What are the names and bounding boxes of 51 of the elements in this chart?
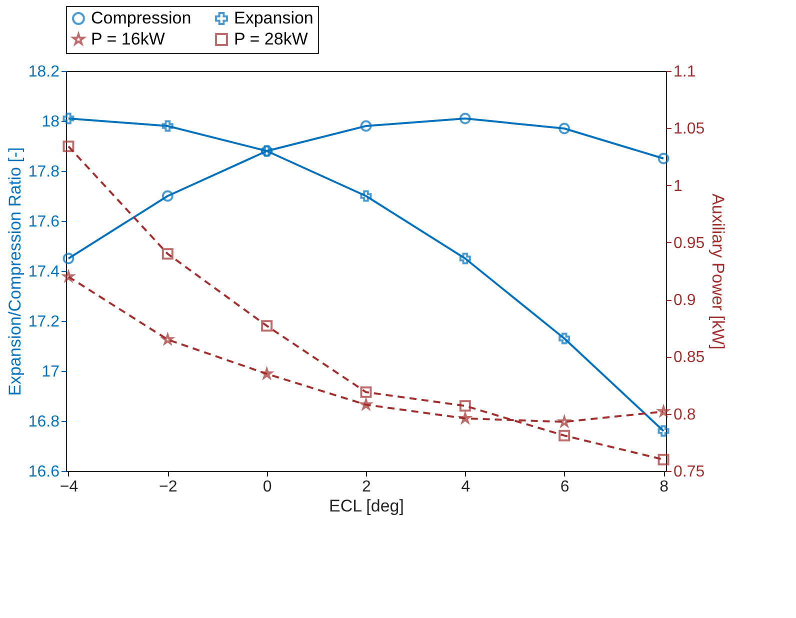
y2-tick-label: 1.05	[674, 120, 705, 138]
y-tick-label: 17.6	[28, 214, 60, 230]
y-axis-title: Expansion/Compression Ratio [-]	[5, 147, 24, 396]
x-tick-label: 6	[560, 478, 570, 496]
point	[558, 332, 570, 344]
point	[162, 248, 174, 260]
x-axis-title: ECL [deg]	[329, 496, 404, 516]
y2-tick-label: 0.9	[674, 292, 696, 310]
y-tick-label: 17	[42, 364, 60, 380]
point	[558, 122, 570, 134]
y2-tick-label: 0.8	[674, 406, 696, 424]
x-tick-label: 0	[262, 478, 272, 496]
point	[558, 430, 570, 442]
y-tick-label: 17.8	[28, 164, 60, 180]
y2-tick-label: 0.85	[674, 349, 705, 366]
point	[658, 425, 670, 437]
point	[360, 120, 372, 132]
x-tick-label: 2	[362, 478, 372, 496]
point	[62, 112, 74, 124]
y2-tick-label: 1.1	[674, 64, 696, 80]
point	[658, 454, 670, 466]
point	[459, 112, 471, 124]
y-tick-label: 17.2	[28, 314, 60, 330]
point	[360, 398, 372, 410]
y2-axis-title: Auxiliary Power [kW]	[708, 194, 728, 350]
y2-tick-label: 0.95	[674, 234, 705, 252]
point	[162, 190, 174, 202]
y2-tick-label: 1	[674, 178, 682, 195]
y-tick-label: 17.4	[28, 264, 60, 280]
legend-label: P = 28kW	[234, 30, 308, 48]
y-tick-label: 16.8	[28, 414, 60, 430]
y-tick-label: 18.2	[28, 64, 60, 80]
legend-label: Expansion	[234, 8, 314, 28]
x-tick-label: −2	[159, 478, 178, 496]
point	[360, 190, 372, 202]
point	[459, 400, 471, 412]
point	[62, 140, 74, 152]
point	[261, 320, 273, 332]
y-tick-label: 16.6	[28, 464, 60, 480]
point	[360, 386, 372, 398]
y2-tick-label: 0.75	[674, 464, 705, 480]
y-tick-label: 18	[42, 114, 60, 130]
x-tick-label: 8	[660, 478, 669, 496]
legend-label: P = 16kW	[91, 30, 165, 48]
point	[459, 252, 471, 264]
legend-label: Compression	[91, 8, 192, 28]
point	[162, 120, 174, 132]
x-tick-label: 4	[461, 478, 470, 496]
point	[658, 152, 670, 164]
x-tick-label: −4	[60, 478, 78, 496]
point	[62, 252, 74, 264]
